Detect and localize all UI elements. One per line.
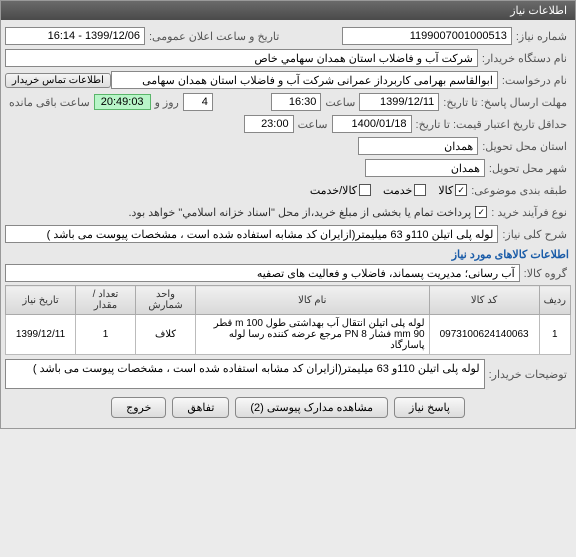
delivery-city: همدان [365, 159, 485, 177]
delivery-city-label: شهر محل تحویل: [485, 162, 571, 175]
col-code: کد کالا [429, 286, 539, 315]
agree-button[interactable]: تفاهق [172, 397, 229, 418]
buyer-org-label: نام دستگاه خریدار: [478, 52, 571, 65]
contact-info-button[interactable]: اطلاعات تماس خریدار [5, 73, 111, 88]
buyer-org-field: شرکت آب و فاضلاب استان همدان سهامي خاص [5, 49, 478, 67]
time-label-2: ساعت [294, 118, 332, 131]
days-remaining: 4 [183, 93, 213, 111]
items-table: ردیف کد کالا نام کالا واحد شمارش تعداد /… [5, 285, 571, 355]
requester-label: نام درخواست: [498, 74, 571, 87]
need-no-label: شماره نیاز: [512, 30, 571, 43]
col-date: تاریخ نیاز [6, 286, 76, 315]
credit-date: 1400/01/18 [332, 115, 412, 133]
col-row: ردیف [539, 286, 570, 315]
delivery-prov: همدان [358, 137, 478, 155]
remain-label: ساعت باقی مانده [5, 96, 94, 109]
credit-label: حداقل تاریخ اعتبار قیمت: تا تاریخ: [412, 118, 571, 131]
cell-qty: 1 [76, 315, 136, 355]
countdown-timer: 20:49:03 [94, 94, 151, 110]
general-desc-field: لوله پلی اتیلن 110و 63 میلیمتر(ازایران ک… [5, 225, 498, 243]
need-no-field: 1199007001000513 [342, 27, 512, 45]
cell-date: 1399/12/11 [6, 315, 76, 355]
announce-field: 1399/12/06 - 16:14 [5, 27, 145, 45]
requester-field: ابوالقاسم بهرامی کاربرداز عمرانی شرکت آب… [111, 71, 498, 89]
service-checkbox[interactable]: خدمت [383, 184, 426, 197]
table-row[interactable]: 1 0973100624140063 لوله پلی اتیلن انتقال… [6, 315, 571, 355]
days-label: روز و [151, 96, 183, 109]
credit-time: 23:00 [244, 115, 294, 133]
subject-class-label: طبقه بندی موضوعی: [467, 184, 571, 197]
goods-group-label: گروه کالا: [520, 267, 571, 280]
goods-group-field: آب رسانی؛ مدیریت پسماند، فاضلاب و فعالیت… [5, 264, 520, 282]
goods-checkbox[interactable]: ✓کالا [438, 184, 467, 197]
panel-title: اطلاعات نیاز [510, 5, 567, 17]
buyer-notes-label: توضیحات خریدار: [485, 368, 571, 381]
answer-button[interactable]: پاسخ نیاز [394, 397, 465, 418]
goods-service-checkbox[interactable]: کالا/خدمت [310, 184, 371, 197]
process-label: نوع فرآیند خرید : [487, 206, 571, 219]
exit-button[interactable]: خروج [111, 397, 166, 418]
process-checkbox[interactable]: ✓ [475, 206, 487, 218]
panel-header: اطلاعات نیاز [1, 1, 575, 20]
col-qty: تعداد / مقدار [76, 286, 136, 315]
cell-unit: کلاف [136, 315, 196, 355]
col-name: نام کالا [196, 286, 430, 315]
delivery-prov-label: استان محل تحویل: [478, 140, 571, 153]
buyer-notes-field: لوله پلی اتیلن 110و 63 میلیمتر(ازایران ک… [5, 359, 485, 389]
need-info-panel: اطلاعات نیاز شماره نیاز: 119900700100051… [0, 0, 576, 429]
deadline-date: 1399/12/11 [359, 93, 439, 111]
cell-code: 0973100624140063 [429, 315, 539, 355]
process-note: پرداخت تمام یا بخشی از مبلغ خرید،از محل … [124, 206, 475, 219]
deadline-label: مهلت ارسال پاسخ: تا تاریخ: [439, 96, 571, 109]
announce-label: تاریخ و ساعت اعلان عمومی: [145, 30, 283, 43]
cell-row: 1 [539, 315, 570, 355]
col-unit: واحد شمارش [136, 286, 196, 315]
panel-content: شماره نیاز: 1199007001000513 تاریخ و ساع… [1, 20, 575, 428]
footer-buttons: پاسخ نیاز مشاهده مدارک پیوستی (2) تفاهق … [5, 391, 571, 424]
cell-name: لوله پلی اتیلن انتقال آب بهداشتی طول 100… [196, 315, 430, 355]
attachments-button[interactable]: مشاهده مدارک پیوستی (2) [235, 397, 388, 418]
deadline-time: 16:30 [271, 93, 321, 111]
time-label-1: ساعت [321, 96, 359, 109]
general-desc-label: شرح کلی نیاز: [498, 228, 571, 241]
items-section-header: اطلاعات کالاهای مورد نیاز [7, 248, 569, 261]
